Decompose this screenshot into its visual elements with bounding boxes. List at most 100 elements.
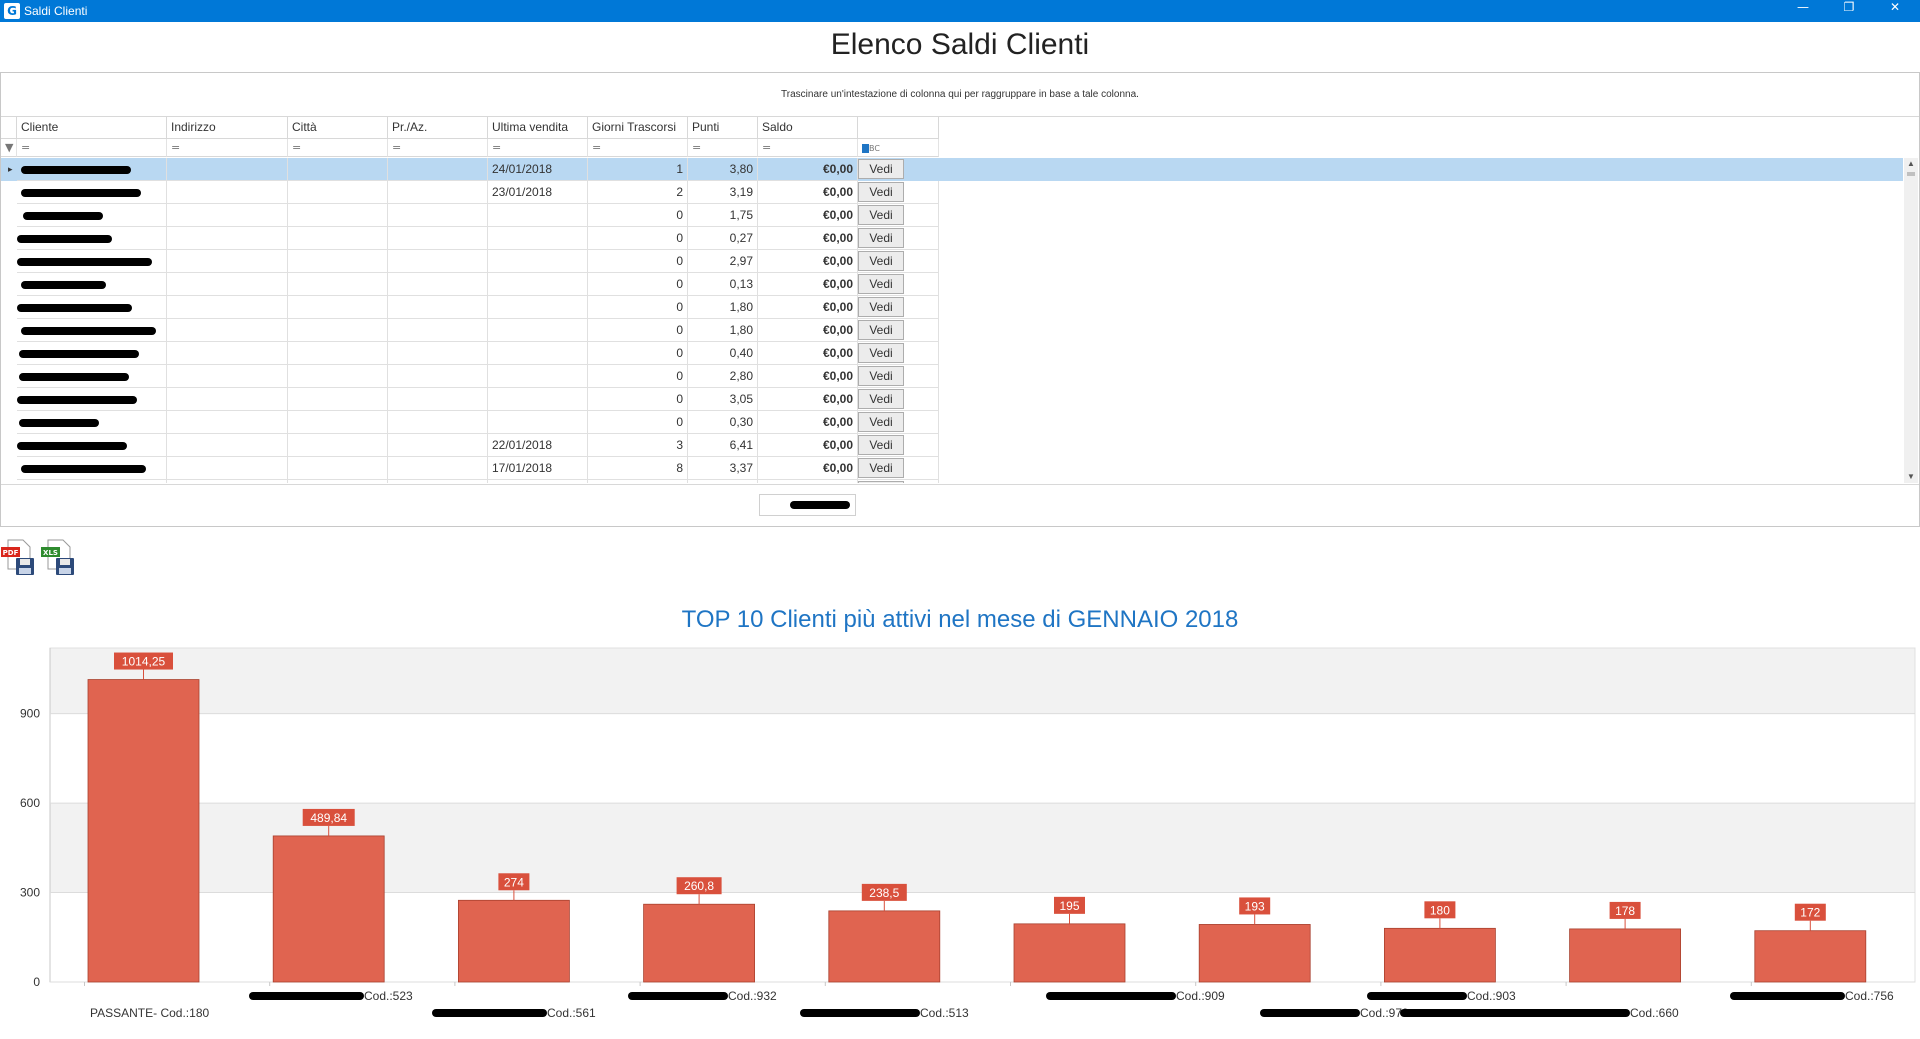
- export-pdf-button[interactable]: PDF: [0, 538, 36, 576]
- cell-ultima-vendita[interactable]: 23/01/2018: [488, 181, 588, 204]
- cell-indirizzo[interactable]: [167, 181, 288, 204]
- cell-indirizzo[interactable]: [167, 273, 288, 296]
- cell-ultima-vendita[interactable]: 24/01/2018: [488, 158, 588, 181]
- vedi-button[interactable]: Vedi: [858, 366, 904, 386]
- cell-saldo[interactable]: €0,00: [758, 342, 858, 365]
- cell-saldo[interactable]: €0,00: [758, 250, 858, 273]
- cell-saldo[interactable]: €0,00: [758, 204, 858, 227]
- table-row[interactable]: 0 0,40 €0,00 Vedi: [1, 342, 1903, 365]
- cell-ultima-vendita[interactable]: 17/01/2018: [488, 457, 588, 480]
- cell-indirizzo[interactable]: [167, 204, 288, 227]
- table-row[interactable]: 0 0,13 €0,00 Vedi: [1, 273, 1903, 296]
- filter-ultima-vendita[interactable]: =: [488, 139, 588, 157]
- cell-ultima-vendita[interactable]: [488, 250, 588, 273]
- cell-cliente[interactable]: [17, 434, 167, 457]
- cell-citta[interactable]: [288, 342, 388, 365]
- vedi-button[interactable]: Vedi: [858, 251, 904, 271]
- cell-citta[interactable]: [288, 227, 388, 250]
- cell-giorni-trascorsi[interactable]: 2: [588, 181, 688, 204]
- cell-indirizzo[interactable]: [167, 319, 288, 342]
- cell-cliente[interactable]: [17, 457, 167, 480]
- cell-punti[interactable]: 6,41: [688, 434, 758, 457]
- table-row[interactable]: 17/01/2018 8 3,37 €0,00 Vedi: [1, 457, 1903, 480]
- table-row[interactable]: 23/01/2018 2 3,19 €0,00 Vedi: [1, 181, 1903, 204]
- cell-pr-az[interactable]: [388, 388, 488, 411]
- cell-punti[interactable]: 0,27: [688, 227, 758, 250]
- table-row[interactable]: 0 2,97 €0,00 Vedi: [1, 250, 1903, 273]
- cell-citta[interactable]: [288, 204, 388, 227]
- cell-giorni-trascorsi[interactable]: 3: [588, 434, 688, 457]
- filter-text-icon[interactable]: BC: [858, 139, 939, 157]
- cell-indirizzo[interactable]: [167, 388, 288, 411]
- cell-giorni-trascorsi[interactable]: 0: [588, 388, 688, 411]
- cell-pr-az[interactable]: [388, 434, 488, 457]
- vedi-button[interactable]: Vedi: [858, 435, 904, 455]
- cell-indirizzo[interactable]: [167, 296, 288, 319]
- column-header-indirizzo[interactable]: Indirizzo: [167, 116, 288, 139]
- cell-saldo[interactable]: €0,00: [758, 273, 858, 296]
- cell-pr-az[interactable]: [388, 250, 488, 273]
- cell-ultima-vendita[interactable]: [488, 342, 588, 365]
- cell-giorni-trascorsi[interactable]: 0: [588, 319, 688, 342]
- cell-giorni-trascorsi[interactable]: 1: [588, 158, 688, 181]
- cell-pr-az[interactable]: [388, 227, 488, 250]
- cell-punti[interactable]: 1,80: [688, 296, 758, 319]
- cell-pr-az[interactable]: [388, 319, 488, 342]
- cell-punti[interactable]: 1,80: [688, 319, 758, 342]
- cell-ultima-vendita[interactable]: [488, 273, 588, 296]
- cell-pr-az[interactable]: [388, 457, 488, 480]
- column-header-punti[interactable]: Punti: [688, 116, 758, 139]
- cell-saldo[interactable]: €0,00: [758, 365, 858, 388]
- column-header-pr-az[interactable]: Pr./Az.: [388, 116, 488, 139]
- cell-citta[interactable]: [288, 296, 388, 319]
- filter-indirizzo[interactable]: =: [167, 139, 288, 157]
- vertical-scrollbar[interactable]: ▲ ▼: [1904, 158, 1918, 483]
- cell-saldo[interactable]: €0,00: [758, 227, 858, 250]
- cell-giorni-trascorsi[interactable]: 8: [588, 457, 688, 480]
- cell-saldo[interactable]: €0,00: [758, 434, 858, 457]
- cell-indirizzo[interactable]: [167, 457, 288, 480]
- cell-cliente[interactable]: [17, 342, 167, 365]
- cell-ultima-vendita[interactable]: [488, 296, 588, 319]
- cell-cliente[interactable]: [17, 319, 167, 342]
- cell-pr-az[interactable]: [388, 365, 488, 388]
- cell-giorni-trascorsi[interactable]: 0: [588, 227, 688, 250]
- cell-citta[interactable]: [288, 434, 388, 457]
- cell-ultima-vendita[interactable]: [488, 319, 588, 342]
- cell-saldo[interactable]: €0,00: [758, 388, 858, 411]
- vedi-button[interactable]: Vedi: [858, 389, 904, 409]
- cell-punti[interactable]: 0,40: [688, 342, 758, 365]
- cell-giorni-trascorsi[interactable]: 16: [588, 480, 688, 483]
- cell-pr-az[interactable]: [388, 273, 488, 296]
- filter-pr-az[interactable]: =: [388, 139, 488, 157]
- cell-saldo[interactable]: €0,00: [758, 181, 858, 204]
- cell-citta[interactable]: [288, 388, 388, 411]
- cell-ultima-vendita[interactable]: [488, 388, 588, 411]
- restore-button[interactable]: ❐: [1843, 0, 1855, 14]
- table-row[interactable]: 0 1,75 €0,00 Vedi: [1, 204, 1903, 227]
- cell-punti[interactable]: 3,80: [688, 158, 758, 181]
- close-button[interactable]: ✕: [1889, 0, 1901, 14]
- table-row[interactable]: 0 0,30 €0,00 Vedi: [1, 411, 1903, 434]
- cell-cliente[interactable]: [17, 204, 167, 227]
- cell-punti[interactable]: 3,65: [688, 480, 758, 483]
- vedi-button[interactable]: Vedi: [858, 320, 904, 340]
- cell-cliente[interactable]: [17, 296, 167, 319]
- cell-citta[interactable]: [288, 365, 388, 388]
- cell-indirizzo[interactable]: [167, 227, 288, 250]
- cell-citta[interactable]: [288, 158, 388, 181]
- column-header-citta[interactable]: Città: [288, 116, 388, 139]
- vedi-button[interactable]: Vedi: [858, 274, 904, 294]
- scrollbar-thumb[interactable]: [1907, 172, 1915, 176]
- vedi-button[interactable]: Vedi: [858, 458, 904, 478]
- vedi-button[interactable]: Vedi: [858, 481, 904, 483]
- cell-saldo[interactable]: €0,00: [758, 319, 858, 342]
- cell-giorni-trascorsi[interactable]: 0: [588, 365, 688, 388]
- cell-cliente[interactable]: [17, 388, 167, 411]
- vedi-button[interactable]: Vedi: [858, 343, 904, 363]
- column-header-saldo[interactable]: Saldo: [758, 116, 858, 139]
- cell-indirizzo[interactable]: [167, 250, 288, 273]
- cell-punti[interactable]: 3,19: [688, 181, 758, 204]
- cell-pr-az[interactable]: [388, 181, 488, 204]
- cell-cliente[interactable]: [17, 273, 167, 296]
